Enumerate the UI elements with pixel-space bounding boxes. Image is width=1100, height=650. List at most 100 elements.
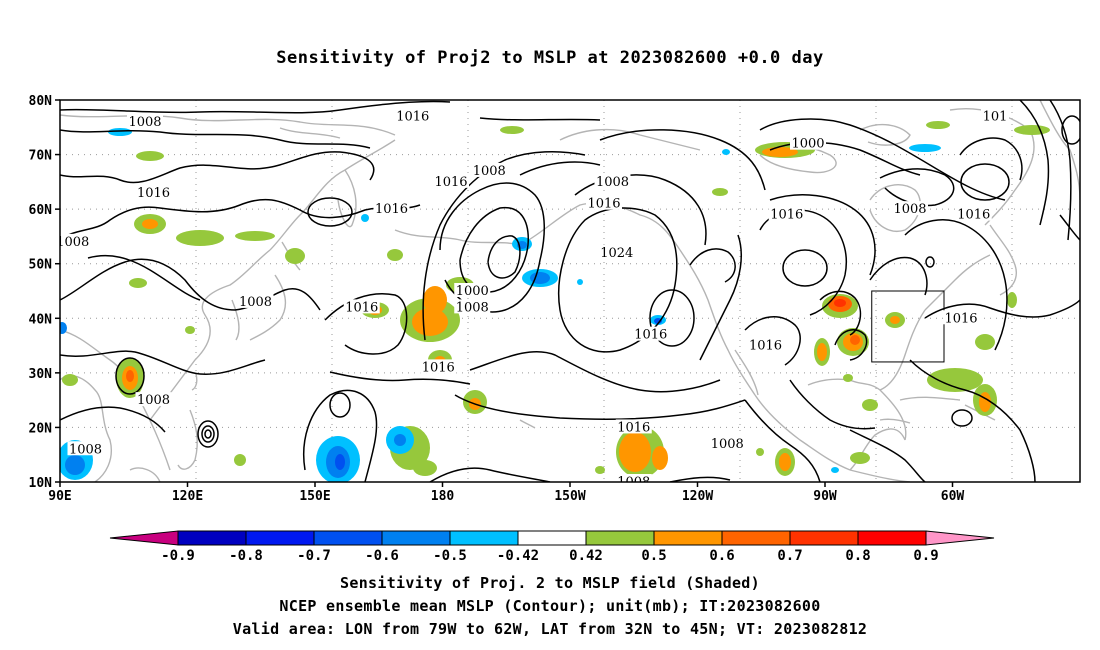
contour-label: 1016: [957, 208, 990, 223]
contour-label-bg: [943, 310, 979, 325]
colorbar-label: -0.7: [297, 548, 331, 564]
contour-label: 1024: [600, 246, 633, 261]
colorbar-label: 0.8: [845, 548, 870, 564]
colorbar-box: [313, 530, 383, 546]
contour-label: 1008: [137, 393, 170, 408]
contour-label-bg: [237, 293, 274, 308]
contour-label-bg: [67, 441, 104, 456]
contour-label-bg: [747, 337, 784, 352]
caption-contour: NCEP ensemble mean MSLP (Contour); unit(…: [279, 597, 821, 615]
contour-label-bg: [790, 135, 826, 150]
contour-label: 1008: [596, 175, 629, 190]
longitude-axis: 90E 120E 150E 180 150W 120W 90W 60W: [48, 482, 964, 504]
colorbar-box: [381, 530, 451, 546]
contour-label-bg: [471, 162, 508, 177]
contour-label: 1016: [375, 202, 408, 217]
caption-shading: Sensitivity of Proj. 2 to MSLP field (Sh…: [340, 574, 760, 592]
contour-label-bg: [615, 419, 652, 434]
contour-label: 1000: [791, 137, 824, 152]
contour-label-bg: [60, 233, 91, 248]
contour-label-bg: [594, 173, 631, 188]
lon-label: 180: [431, 489, 455, 504]
contour-label-bg: [373, 201, 410, 216]
lat-label: 10N: [29, 476, 53, 491]
contour-label: 1008: [56, 235, 89, 250]
contour-label: 1016: [770, 208, 803, 223]
contour-label-bg: [598, 244, 635, 259]
contour-label: 1016: [137, 186, 170, 201]
contour-label: 1008: [473, 164, 506, 179]
lat-label: 30N: [29, 367, 53, 382]
lat-label: 40N: [29, 312, 53, 327]
contour-label: 1008: [239, 295, 272, 310]
contour-labels: 1008 1016 1016 1016 1016 1008 1008 1016 1024 1000…: [56, 108, 1009, 490]
colorbar-label: -0.8: [229, 548, 263, 564]
colorbar-box: [449, 530, 519, 546]
lat-label: 50N: [29, 258, 53, 273]
colorbar-box: [245, 530, 315, 546]
contour-label-bg: [615, 474, 652, 482]
colorbar-label: 0.9: [913, 548, 938, 564]
contour-label-bg: [127, 113, 163, 128]
contour-label: 1008: [128, 115, 161, 130]
colorbar-label: 0.7: [777, 548, 802, 564]
contour-label-bg: [632, 326, 669, 341]
contour-label-bg: [420, 359, 457, 374]
lon-label: 90E: [48, 489, 71, 504]
contour-label: 1016: [749, 339, 782, 354]
contour-label-bg: [768, 206, 805, 221]
lon-label: 120E: [172, 489, 203, 504]
colorbar-label: -0.5: [433, 548, 467, 564]
colorbar-label: 0.42: [569, 548, 603, 564]
colorbar-box: [585, 530, 655, 546]
lon-label: 120W: [682, 489, 713, 504]
sensitivity-shading: [60, 121, 1050, 482]
colorbar-box: [517, 530, 587, 546]
contour-label-bg: [135, 184, 172, 199]
contour-label-bg: [892, 201, 928, 216]
lat-label: 80N: [29, 94, 53, 109]
contour-label-bg: [433, 173, 469, 188]
colorbar-box: [653, 530, 723, 546]
colorbar-label: 0.5: [641, 548, 666, 564]
lat-label: 60N: [29, 203, 53, 218]
contour-label: 1016: [634, 328, 667, 343]
contour-label: 1000: [456, 284, 489, 299]
colorbar-high-tip: [925, 530, 995, 546]
lon-label: 60W: [941, 489, 965, 504]
contour-label-bg: [454, 283, 491, 297]
contour-label-bg: [394, 108, 431, 123]
contour-label: 1016: [396, 109, 429, 124]
contour-label: 1008: [69, 442, 102, 457]
contour-label-bg: [586, 195, 622, 210]
contour-label: 1008: [617, 475, 650, 490]
contour-label-bg: [343, 299, 380, 314]
contour-label-bg: [981, 108, 1009, 123]
contour-label-bg: [955, 206, 992, 221]
lat-lon-grid: [60, 100, 1080, 482]
colorbar-box: [789, 530, 859, 546]
colorbar-label: -0.6: [365, 548, 399, 564]
contour-label: 1016: [422, 360, 455, 375]
lat-label: 20N: [29, 421, 53, 436]
colorbar-box: [857, 530, 927, 546]
colorbar-label: 0.6: [709, 548, 734, 564]
lat-label: 70N: [29, 149, 53, 164]
contour-label: 1008: [711, 437, 744, 452]
contour-label: 101: [983, 109, 1008, 124]
lon-label: 150E: [299, 489, 330, 504]
colorbar-low-tip: [109, 530, 179, 546]
lon-label: 150W: [554, 489, 585, 504]
contour-label-bg: [135, 392, 172, 407]
colorbar: -0.9 -0.8 -0.7 -0.6 -0.5 -0.42 0.42 0.5 0.6 0.7 0.…: [109, 530, 995, 564]
colorbar-label: -0.42: [497, 548, 539, 564]
colorbar-box: [721, 530, 791, 546]
contour-label: 1008: [893, 202, 926, 217]
page-title: Sensitivity of Proj2 to MSLP at 20230826…: [276, 48, 824, 68]
latitude-axis: 80N 70N 60N 50N 40N 30N 20N 10N: [29, 94, 60, 491]
contour-label: 1016: [617, 420, 650, 435]
contour-label: 1008: [456, 300, 489, 315]
contour-label: 1016: [434, 175, 467, 190]
contour-label: 1016: [345, 300, 378, 315]
